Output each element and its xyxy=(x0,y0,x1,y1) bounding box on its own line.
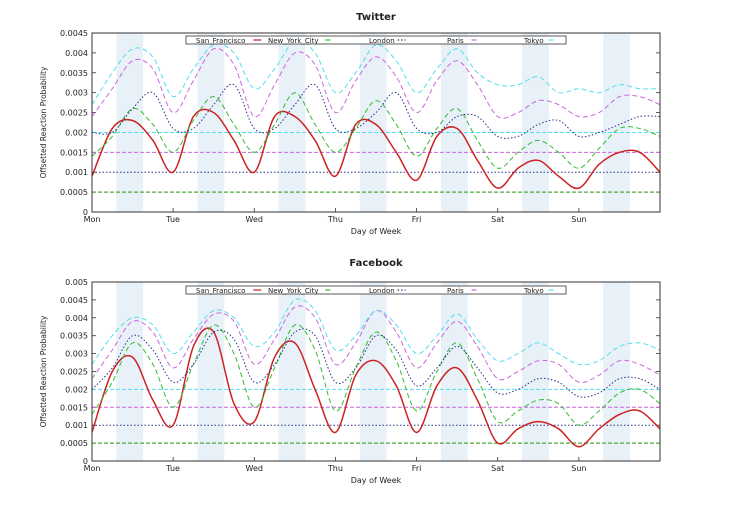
legend-label-london: London xyxy=(369,37,395,45)
x-tick-label: Tue xyxy=(165,215,180,224)
y-tick-label: 0.0045 xyxy=(60,29,88,38)
x-tick-label: Sat xyxy=(491,464,504,473)
y-tick-label: 0.0005 xyxy=(60,188,88,197)
day-band xyxy=(197,282,225,461)
y-tick-label: 0.0025 xyxy=(60,368,88,377)
y-tick-label: 0.002 xyxy=(65,385,88,394)
series-line-tokyo xyxy=(92,298,660,366)
series-line-san_francisco xyxy=(92,108,660,190)
series-group xyxy=(92,298,660,448)
x-tick-label: Tue xyxy=(165,464,180,473)
series-line-tokyo xyxy=(92,39,660,105)
legend-label-paris: Paris xyxy=(447,37,464,45)
y-axis-label: Offsetted Reaction Probability xyxy=(39,315,48,427)
x-tick-label: Wed xyxy=(246,215,263,224)
chart-title: Twitter xyxy=(356,12,396,23)
legend-label-tokyo: Tokyo xyxy=(523,287,544,295)
y-tick-label: 0.0045 xyxy=(60,296,88,305)
x-axis-label: Day of Week xyxy=(351,476,402,485)
legend-label-paris: Paris xyxy=(447,287,464,295)
day-band xyxy=(440,282,468,461)
y-tick-label: 0.0015 xyxy=(60,403,88,412)
legend: San_Francisco New_York_City London Paris Tok… xyxy=(185,35,567,45)
day-band xyxy=(603,282,630,461)
y-tick-label: 0.002 xyxy=(65,128,88,137)
series-group xyxy=(92,39,660,193)
y-tick-label: 0.001 xyxy=(65,168,88,177)
y-tick-label: 0.004 xyxy=(65,49,88,58)
y-tick-label: 0.0025 xyxy=(60,109,88,118)
x-tick-label: Thu xyxy=(327,464,343,473)
x-tick-label: Sun xyxy=(571,464,586,473)
y-tick-label: 0.0035 xyxy=(60,332,88,341)
chart-panel-twitter: Twitter 0 0.0005 0.001 0.0015 0.002 0.0025 0.00… xyxy=(39,12,661,236)
series-line-london xyxy=(92,328,660,398)
day-band xyxy=(278,282,306,461)
day-band xyxy=(603,33,630,212)
series-line-san_francisco xyxy=(92,327,660,448)
legend-box xyxy=(185,285,567,295)
chart-title: Facebook xyxy=(349,258,403,269)
x-axis-label: Day of Week xyxy=(351,227,402,236)
y-tick-label: 0 xyxy=(83,457,88,466)
x-tick-label: Wed xyxy=(246,464,263,473)
x-tick-label: Fri xyxy=(412,464,422,473)
day-band xyxy=(522,282,549,461)
day-band xyxy=(116,282,144,461)
x-tick-label: Fri xyxy=(412,215,422,224)
day-band xyxy=(440,33,468,212)
legend: San_Francisco New_York_City London Paris Tok… xyxy=(185,285,567,295)
legend-label-new_york_city: New_York_City xyxy=(268,37,319,45)
x-tick-label: Sat xyxy=(491,215,504,224)
legend-label-tokyo: Tokyo xyxy=(523,37,544,45)
y-tick-label: 0.0035 xyxy=(60,69,88,78)
y-tick-label: 0.003 xyxy=(65,89,88,98)
chart-panel-facebook: Facebook 0 0.0005 0.001 0.0015 0.002 0.0025 0.0… xyxy=(39,258,661,485)
y-tick-label: 0.0015 xyxy=(60,148,88,157)
series-line-paris xyxy=(92,305,660,384)
y-tick-label: 0.004 xyxy=(65,314,88,323)
plot-frame xyxy=(91,32,661,213)
legend-label-san_francisco: San_Francisco xyxy=(196,37,245,45)
y-axis-label: Offsetted Reaction Probability xyxy=(39,66,48,178)
y-tick-label: 0.003 xyxy=(65,350,88,359)
day-band xyxy=(359,282,387,461)
series-line-new_york_city xyxy=(92,324,660,426)
series-line-paris xyxy=(92,47,660,119)
day-band xyxy=(197,33,225,212)
legend-box xyxy=(185,35,567,45)
x-tick-label: Mon xyxy=(84,464,101,473)
plot-frame xyxy=(91,281,661,462)
x-tick-label: Thu xyxy=(327,215,343,224)
y-tick-label: 0.005 xyxy=(65,278,88,287)
y-tick-label: 0.0005 xyxy=(60,439,88,448)
x-tick-label: Mon xyxy=(84,215,101,224)
legend-label-san_francisco: San_Francisco xyxy=(196,287,245,295)
legend-label-london: London xyxy=(369,287,395,295)
y-tick-label: 0.001 xyxy=(65,421,88,430)
day-band xyxy=(522,33,549,212)
y-tick-label: 0 xyxy=(83,208,88,217)
legend-label-new_york_city: New_York_City xyxy=(268,287,319,295)
x-tick-label: Sun xyxy=(571,215,586,224)
series-line-new_york_city xyxy=(92,92,660,169)
